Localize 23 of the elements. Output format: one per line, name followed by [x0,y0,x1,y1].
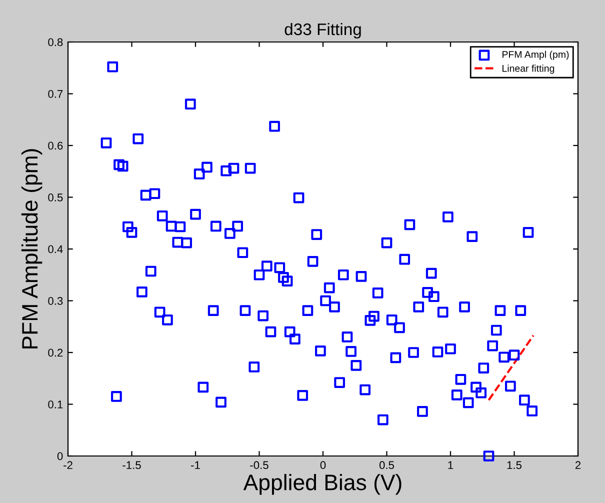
x-axis-title: Applied Bias (V) [243,474,402,495]
x-tick-label: 1 [448,461,454,469]
x-tick-label: -1 [191,461,200,469]
y-tick-label: 0.2 [48,348,63,357]
y-tick-label: 0 [57,452,63,460]
x-tick-label: 1.5 [507,461,522,470]
x-tick-label: -1.5 [122,461,141,470]
x-tick-label: -0.5 [250,461,268,470]
y-tick-label: 0.4 [48,245,63,254]
y-tick-label: 0.3 [48,297,63,305]
chart-title: d33 Fitting [284,22,361,39]
y-tick-label: 0.1 [48,400,63,408]
y-tick-label: 0.6 [48,142,63,150]
x-tick-label: 0 [320,461,326,470]
y-tick-label: 0.5 [48,194,63,202]
x-tick-label: -2 [64,461,72,469]
y-tick-label: 0.7 [48,90,63,98]
legend-label: PFM Ampl (pm) [502,50,569,60]
x-tick-label: 2 [575,461,581,469]
y-axis-title: PFM Amplitude (pm) [21,149,42,348]
y-tick-label: 0.8 [48,38,63,46]
x-tick-label: 0.5 [379,461,394,470]
legend-label: Linear fitting [502,64,554,74]
